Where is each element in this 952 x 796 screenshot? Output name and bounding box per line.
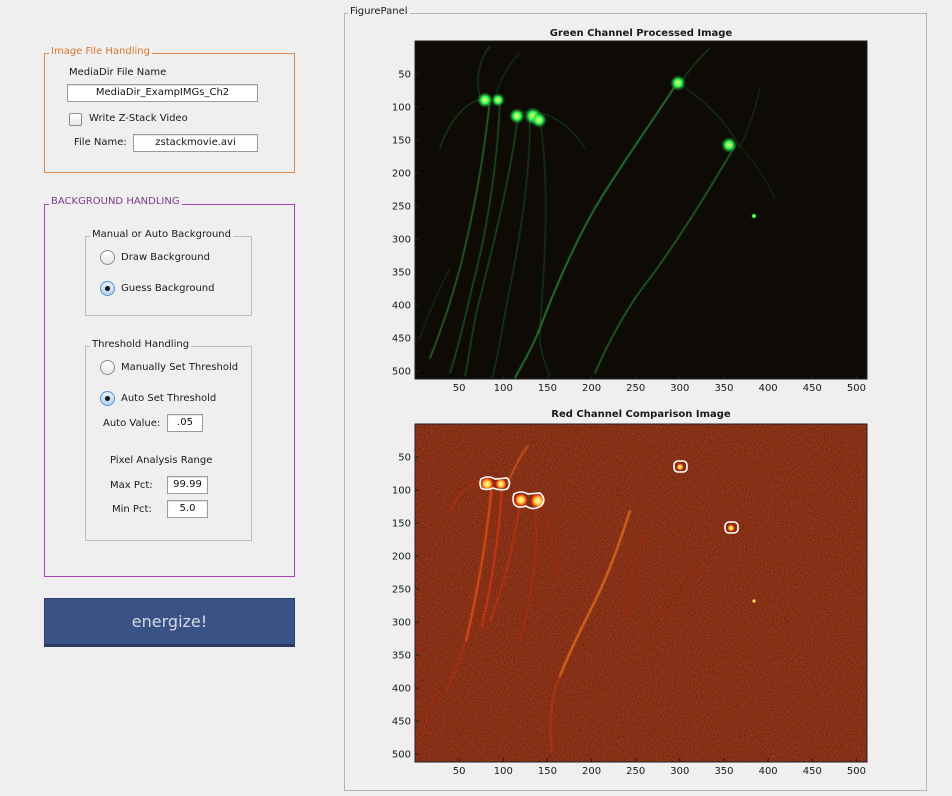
green-y-tick-label: 250 bbox=[392, 202, 411, 213]
image-file-handling-panel bbox=[44, 53, 295, 173]
green-y-tick-label: 450 bbox=[392, 334, 411, 345]
green-y-tick-label: 50 bbox=[398, 70, 411, 81]
green-x-tick-label: 450 bbox=[803, 383, 822, 394]
green-x-tick-label: 50 bbox=[453, 383, 466, 394]
green-image-area bbox=[415, 41, 867, 379]
green-x-tick-label: 100 bbox=[494, 383, 513, 394]
green-x-tick-label: 300 bbox=[670, 383, 689, 394]
red-plot-title: Red Channel Comparison Image bbox=[551, 409, 731, 420]
red-y-tick-label: 350 bbox=[392, 651, 411, 662]
min-pct-field[interactable]: 5.0 bbox=[167, 500, 208, 518]
guess-background-label: Guess Background bbox=[121, 283, 215, 294]
manual-threshold-label: Manually Set Threshold bbox=[121, 362, 239, 373]
red-x-tick-label: 400 bbox=[759, 766, 778, 777]
max-pct-field[interactable]: 99.99 bbox=[167, 476, 208, 494]
mediadir-label: MediaDir File Name bbox=[69, 67, 167, 78]
green-y-tick-label: 350 bbox=[392, 268, 411, 279]
red-y-tick-label: 100 bbox=[392, 486, 411, 497]
red-channel-plot: 50 100 150 200 250 300 350 400 450 500 50 100 150 200… bbox=[392, 423, 868, 777]
draw-background-label: Draw Background bbox=[121, 252, 210, 263]
max-pct-label: Max Pct: bbox=[110, 480, 153, 491]
figure-panel-title: FigurePanel bbox=[348, 6, 410, 17]
auto-value-field[interactable]: .05 bbox=[167, 414, 203, 432]
red-x-tick-label: 300 bbox=[670, 766, 689, 777]
red-y-tick-label: 250 bbox=[392, 585, 411, 596]
green-y-tick-label: 200 bbox=[392, 169, 411, 180]
red-x-tick-label: 200 bbox=[582, 766, 601, 777]
figure-panel bbox=[344, 13, 927, 791]
red-x-tick-label: 350 bbox=[714, 766, 733, 777]
draw-background-radio[interactable] bbox=[100, 250, 115, 265]
green-y-tick-label: 500 bbox=[392, 367, 411, 378]
green-x-tick-label: 400 bbox=[759, 383, 778, 394]
green-x-tick-label: 150 bbox=[538, 383, 557, 394]
green-y-tick-label: 150 bbox=[392, 136, 411, 147]
file-name-field[interactable]: zstackmovie.avi bbox=[133, 134, 258, 152]
image-file-handling-title: Image File Handling bbox=[49, 46, 152, 57]
green-x-tick-label: 250 bbox=[626, 383, 645, 394]
pixel-range-label: Pixel Analysis Range bbox=[110, 455, 213, 466]
auto-threshold-label: Auto Set Threshold bbox=[121, 393, 217, 404]
red-y-tick-label: 400 bbox=[392, 684, 411, 695]
threshold-title: Threshold Handling bbox=[90, 339, 192, 350]
green-x-tick-label: 200 bbox=[582, 383, 601, 394]
green-y-tick-label: 400 bbox=[392, 301, 411, 312]
red-x-tick-label: 50 bbox=[453, 766, 466, 777]
red-y-tick-label: 50 bbox=[398, 453, 411, 464]
red-y-tick-label: 200 bbox=[392, 552, 411, 563]
red-y-tick-label: 300 bbox=[392, 618, 411, 629]
green-somas bbox=[477, 75, 757, 219]
write-zstack-checkbox[interactable] bbox=[69, 113, 82, 126]
guess-background-radio[interactable] bbox=[100, 281, 115, 296]
red-y-tick-label: 450 bbox=[392, 717, 411, 728]
red-x-tick-label: 450 bbox=[803, 766, 822, 777]
roi-outlines bbox=[479, 460, 739, 534]
background-handling-title: BACKGROUND HANDLING bbox=[49, 196, 182, 207]
red-y-tick-label: 150 bbox=[392, 519, 411, 530]
green-channel-plot: 50 100 150 200 250 300 350 400 450 500 50 100 150 200… bbox=[392, 40, 868, 394]
red-x-tick-label: 500 bbox=[847, 766, 866, 777]
auto-value-label: Auto Value: bbox=[103, 418, 161, 429]
red-somas bbox=[480, 463, 757, 604]
red-x-tick-label: 250 bbox=[626, 766, 645, 777]
green-plot-title: Green Channel Processed Image bbox=[549, 28, 733, 39]
file-name-label: File Name: bbox=[74, 137, 127, 148]
min-pct-label: Min Pct: bbox=[112, 504, 152, 515]
manual-auto-title: Manual or Auto Background bbox=[90, 229, 233, 240]
green-x-tick-label: 350 bbox=[714, 383, 733, 394]
manual-threshold-radio[interactable] bbox=[100, 360, 115, 375]
mediadir-field[interactable]: MediaDir_ExampIMGs_Ch2 bbox=[67, 84, 258, 102]
manual-auto-panel bbox=[85, 236, 252, 316]
green-x-tick-label: 500 bbox=[847, 383, 866, 394]
energize-button[interactable]: energize! bbox=[44, 598, 295, 647]
red-x-tick-label: 150 bbox=[538, 766, 557, 777]
green-y-tick-label: 100 bbox=[392, 103, 411, 114]
write-zstack-label: Write Z-Stack Video bbox=[89, 113, 188, 124]
red-x-tick-label: 100 bbox=[494, 766, 513, 777]
auto-threshold-radio[interactable] bbox=[100, 391, 115, 406]
red-y-tick-label: 500 bbox=[392, 750, 411, 761]
green-y-tick-label: 300 bbox=[392, 235, 411, 246]
